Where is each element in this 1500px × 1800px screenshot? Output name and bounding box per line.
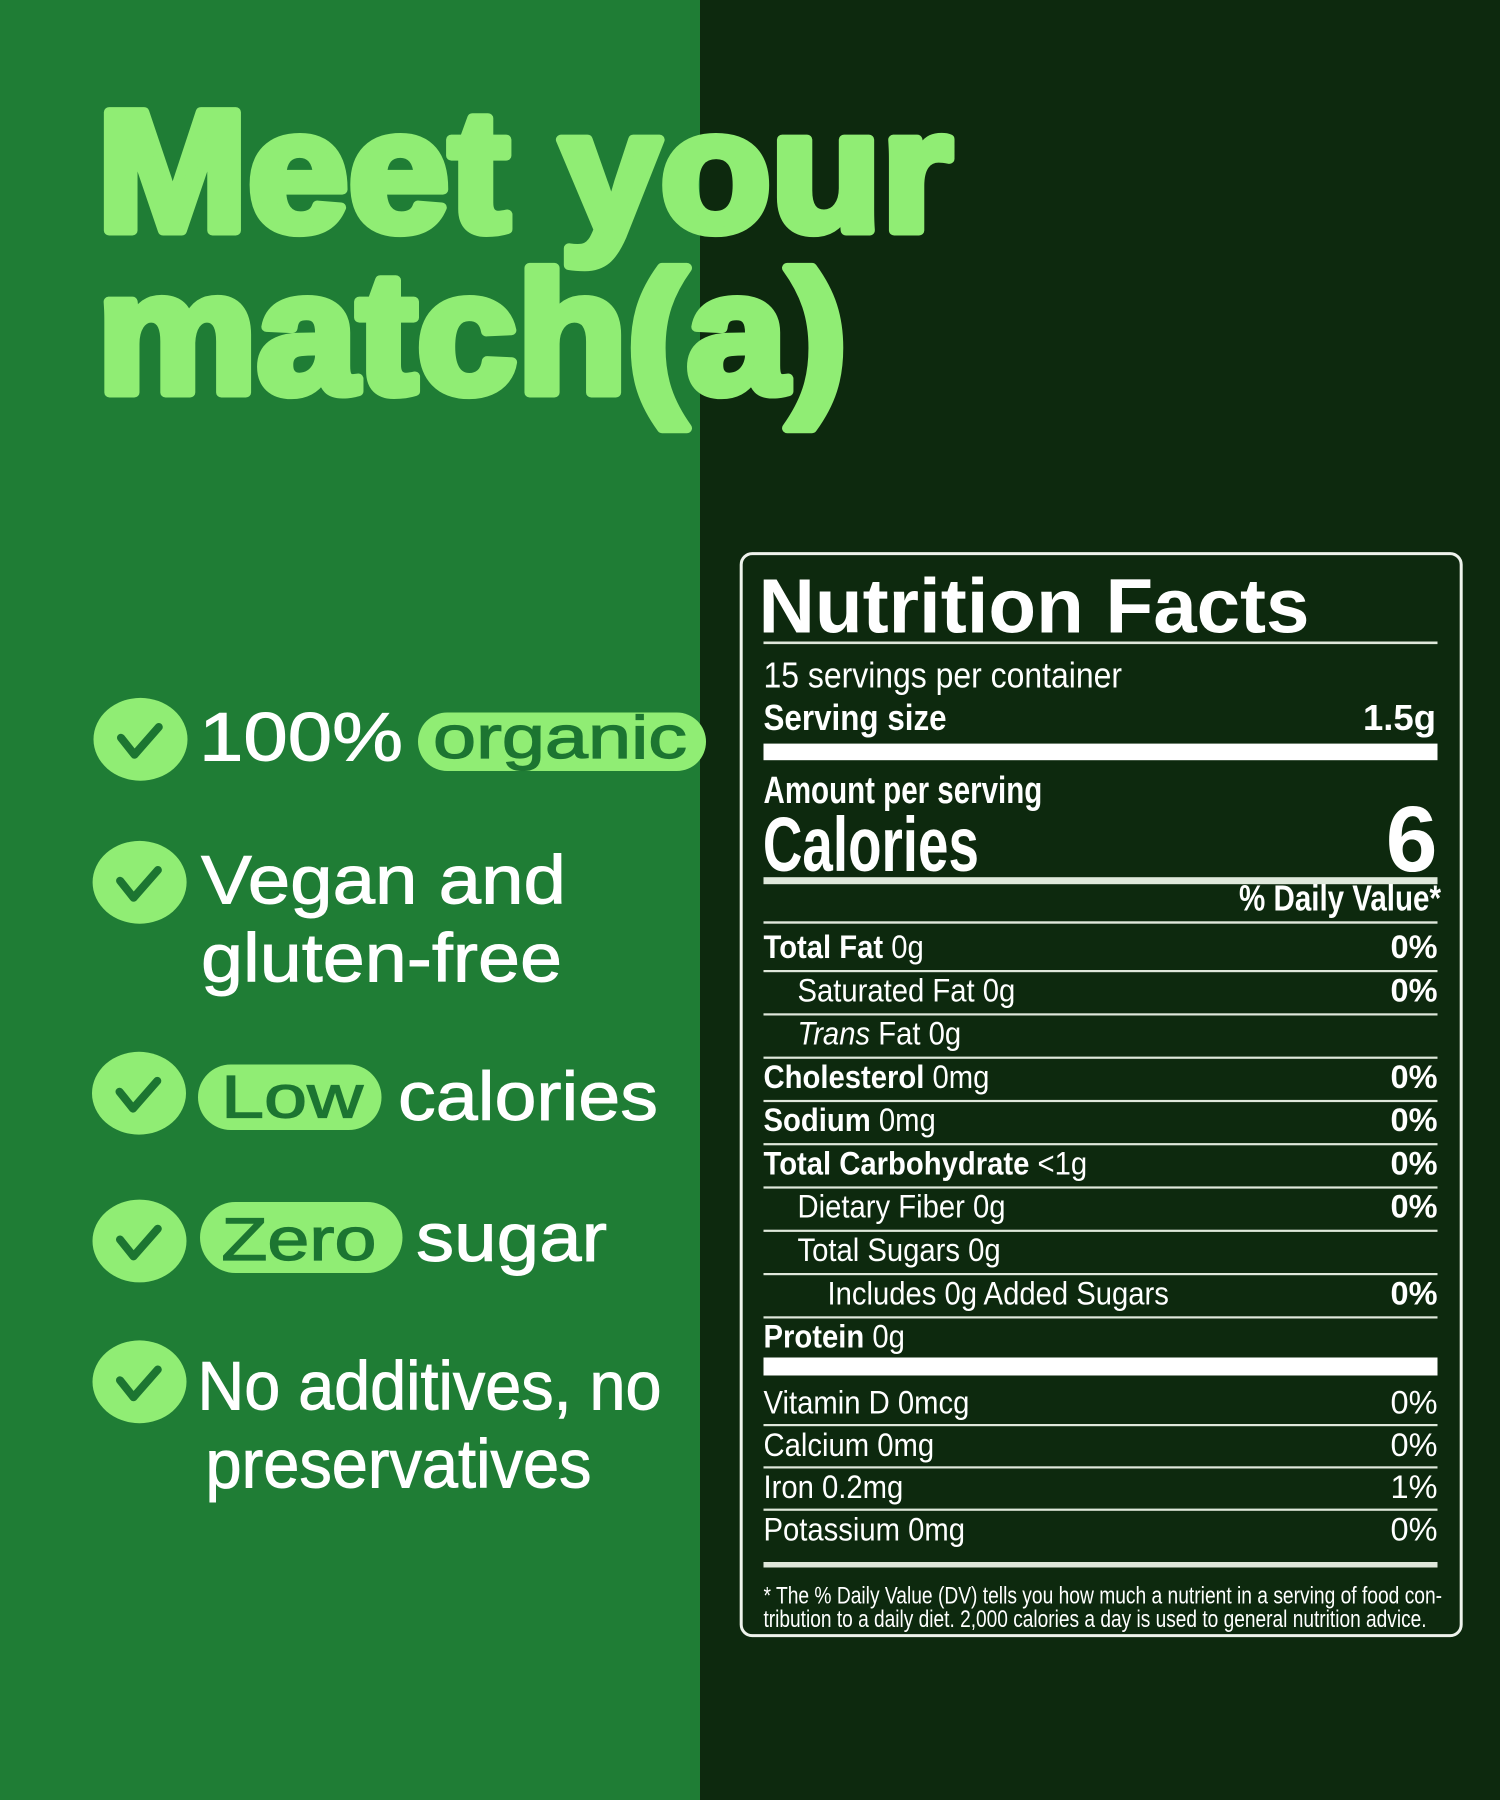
svg-text:* The % Daily Value (DV) tells: * The % Daily Value (DV) tells you how m… [764,1581,1443,1609]
svg-text:Cholesterol 0mg: Cholesterol 0mg [764,1058,990,1095]
svg-text:0%: 0% [1391,1427,1438,1463]
svg-text:calories: calories [398,1058,658,1135]
svg-text:match(a): match(a) [97,238,847,430]
svg-text:sugar: sugar [416,1199,607,1276]
svg-text:Potassium 0mg: Potassium 0mg [764,1511,966,1548]
svg-text:Total Carbohydrate <1g: Total Carbohydrate <1g [764,1145,1088,1182]
svg-text:0%: 0% [1391,972,1438,1008]
svg-text:1.5g: 1.5g [1363,697,1436,738]
svg-text:0%: 0% [1391,1145,1438,1181]
svg-text:0%: 0% [1391,1059,1438,1095]
svg-text:0%: 0% [1391,1385,1438,1421]
svg-text:Iron 0.2mg: Iron 0.2mg [764,1469,904,1506]
svg-text:Vitamin D 0mcg: Vitamin D 0mcg [764,1384,970,1421]
svg-text:0%: 0% [1391,929,1438,965]
svg-text:Vegan and: Vegan and [201,842,566,919]
svg-text:Calcium 0mg: Calcium 0mg [764,1426,935,1463]
svg-text:tribution to a daily diet. 2,0: tribution to a daily diet. 2,000 calorie… [764,1605,1427,1633]
svg-text:Amount per serving: Amount per serving [764,769,1043,811]
svg-text:6: 6 [1386,787,1438,891]
svg-text:Dietary Fiber 0g: Dietary Fiber 0g [798,1188,1006,1225]
svg-text:Protein 0g: Protein 0g [764,1318,905,1355]
svg-text:0%: 0% [1391,1511,1438,1547]
svg-text:Nutrition Facts: Nutrition Facts [759,564,1310,650]
svg-text:15 servings per container: 15 servings per container [764,656,1122,696]
svg-text:0%: 0% [1391,1102,1438,1138]
svg-text:Saturated Fat 0g: Saturated Fat 0g [798,972,1016,1009]
svg-text:Meet your: Meet your [97,76,952,268]
svg-text:Serving size: Serving size [764,698,947,739]
svg-text:preservatives: preservatives [206,1426,592,1503]
svg-text:gluten-free: gluten-free [201,920,562,997]
svg-text:0%: 0% [1391,1275,1438,1311]
svg-text:Low: Low [221,1064,364,1131]
svg-text:Zero: Zero [221,1206,376,1273]
svg-text:% Daily Value*: % Daily Value* [1239,878,1441,919]
svg-text:1%: 1% [1391,1469,1438,1505]
svg-text:No additives, no: No additives, no [198,1348,662,1425]
svg-text:Calories: Calories [763,802,979,888]
svg-text:Trans Fat 0g: Trans Fat 0g [798,1015,962,1052]
svg-text:Total Fat 0g: Total Fat 0g [764,929,924,966]
svg-text:100%: 100% [199,698,403,775]
svg-text:0%: 0% [1391,1189,1438,1225]
svg-text:Sodium 0mg: Sodium 0mg [764,1102,936,1139]
svg-text:organic: organic [433,704,687,771]
svg-text:Total Sugars 0g: Total Sugars 0g [798,1232,1001,1269]
svg-text:Includes 0g Added Sugars: Includes 0g Added Sugars [828,1275,1169,1312]
